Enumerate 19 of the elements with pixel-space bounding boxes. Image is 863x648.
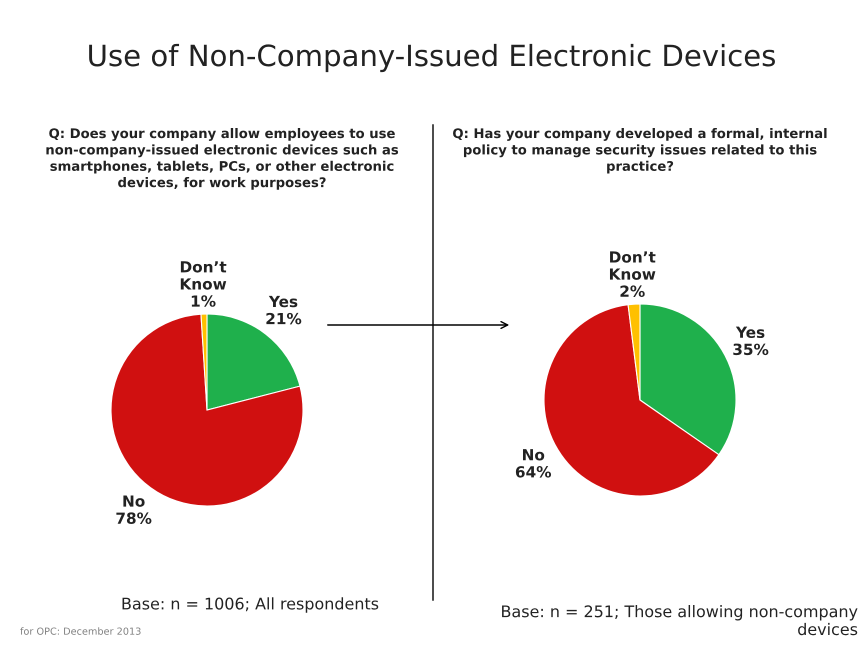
- text: Use of Non-Company-Issued Electronic Devices: [89, 44, 775, 72]
- slice-label: No: [523, 449, 544, 461]
- text: Base: n = 251; Those allowing non-company devices: [502, 605, 858, 636]
- slice-label: Yes: [736, 326, 764, 338]
- slice-label: Don’t Know: [610, 251, 656, 280]
- data-label: 1%: [192, 295, 216, 307]
- data-label: 2%: [620, 285, 645, 297]
- chart-subtitle: Q: Has your company developed a formal, internal policy to manage security issues related to this practice?: [453, 128, 827, 174]
- text: for OPC: December 2013: [20, 627, 141, 635]
- text: Base: n = 1006; All respondents: [122, 597, 378, 613]
- slice-label: No: [123, 495, 145, 507]
- data-label: 64%: [516, 466, 552, 478]
- chart-subtitle: Q: Does your company allow employees to use non-company-issued electronic devices such as smartphones, tablets, PCs, or other electronic devices, for work purposes?: [46, 128, 398, 190]
- slice-label: Yes: [268, 296, 298, 308]
- data-label: 21%: [266, 312, 302, 324]
- data-label: 35%: [733, 344, 768, 356]
- slice-label: Don’t Know: [180, 261, 226, 290]
- data-label: 78%: [116, 512, 152, 524]
- pie-slice: [110, 314, 304, 507]
